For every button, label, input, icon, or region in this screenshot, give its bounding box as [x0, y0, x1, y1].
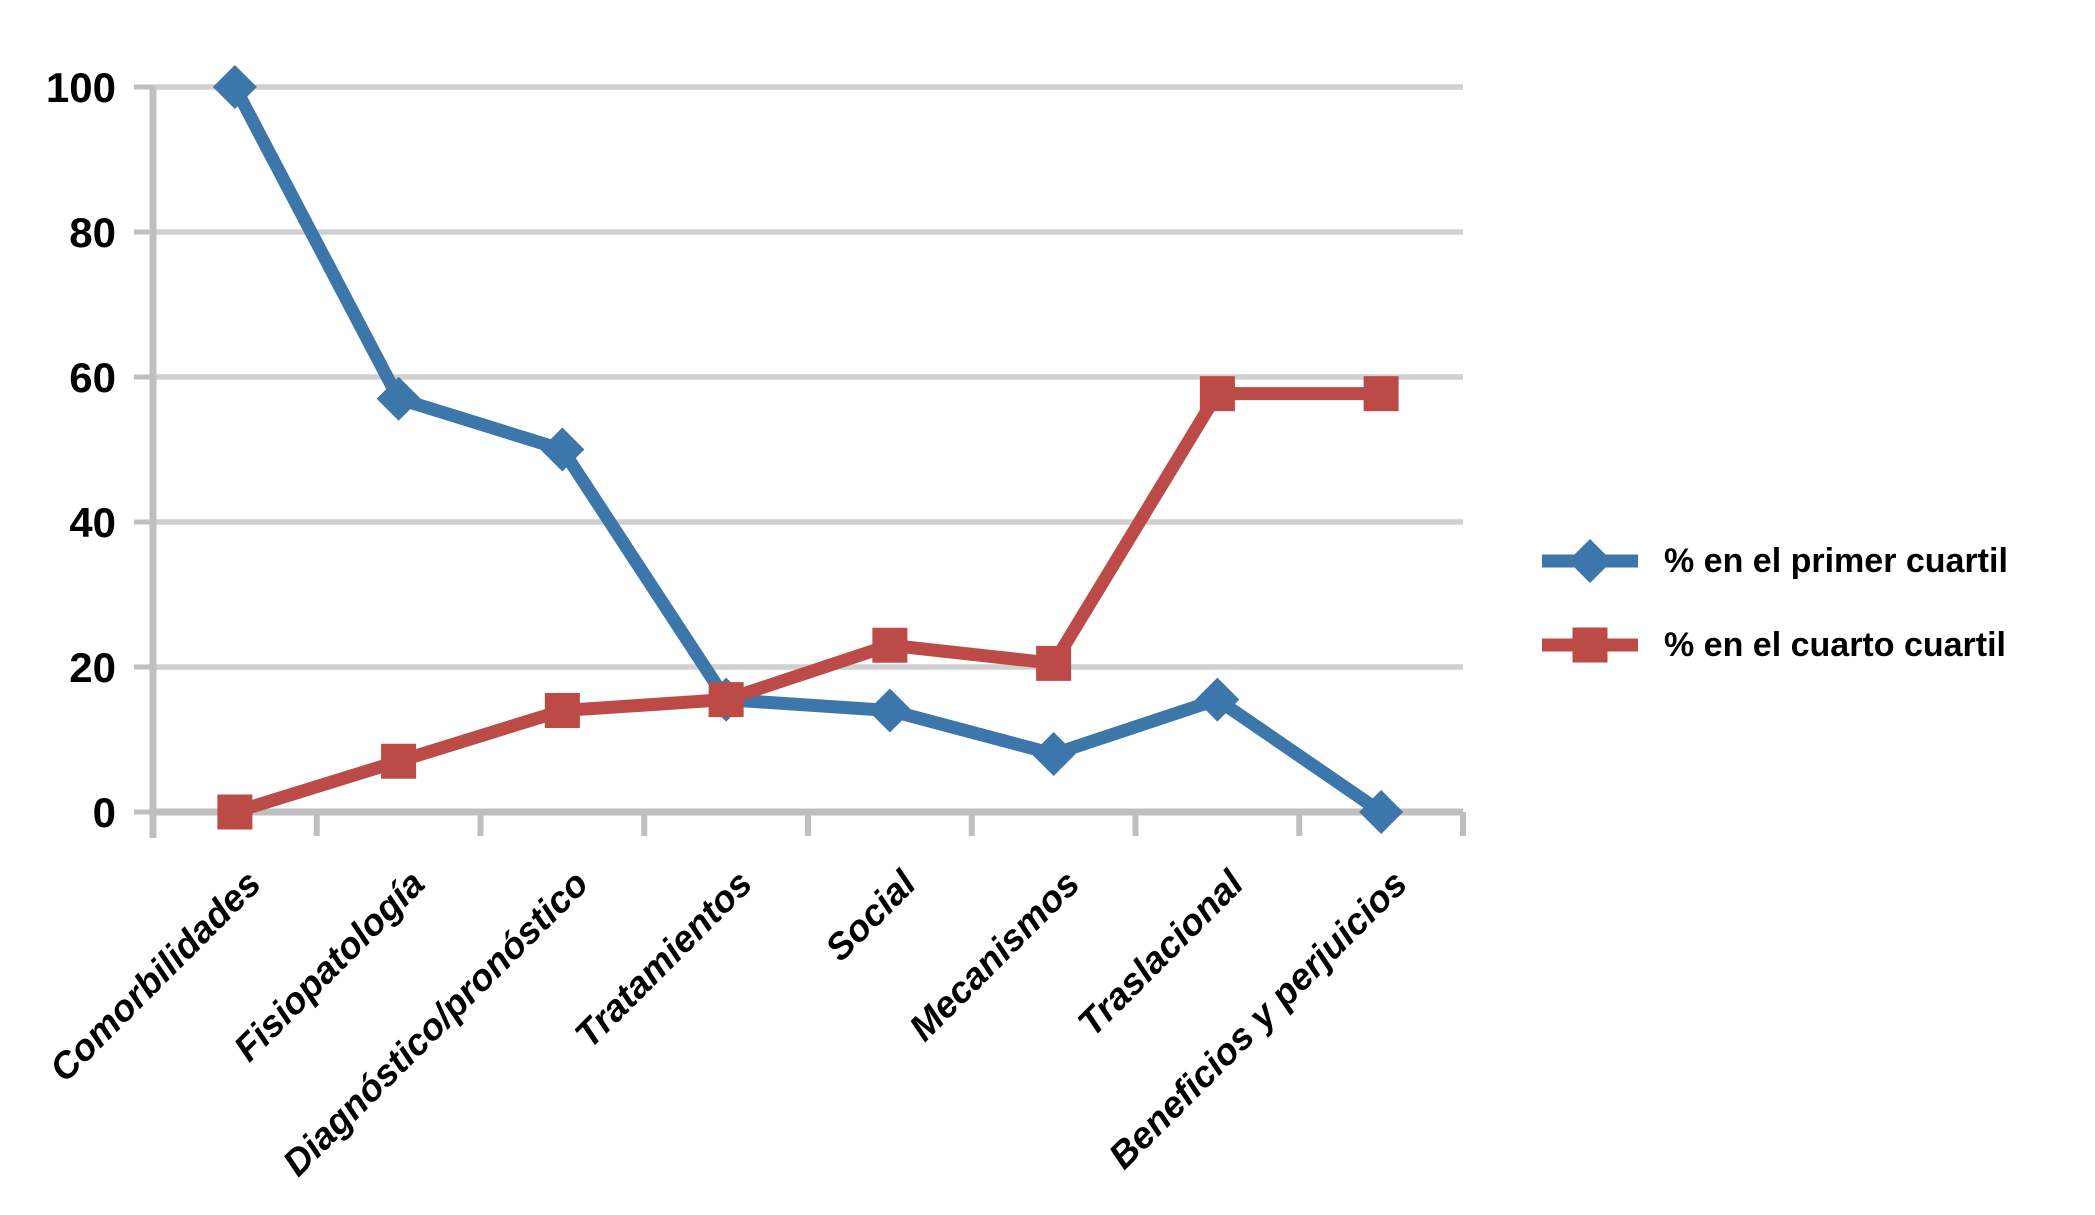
data-point-diamond — [1031, 732, 1076, 776]
data-point-square — [1036, 645, 1072, 681]
y-tick-label: 100 — [46, 64, 116, 111]
diamond-icon — [1542, 539, 1638, 583]
data-point-diamond — [1195, 677, 1240, 722]
legend-diamond — [1568, 539, 1612, 583]
legend: % en el primer cuartil % en el cuarto cu… — [1540, 528, 2008, 678]
y-tick-label: 60 — [69, 354, 116, 401]
data-point-diamond — [867, 688, 912, 733]
y-tick-label: 80 — [69, 209, 116, 256]
y-tick-label: 20 — [69, 644, 116, 691]
legend-item-cuarto-cuartil: % en el cuarto cuartil — [1540, 612, 2008, 678]
data-point-diamond — [212, 65, 257, 109]
y-tick-labels: 0 20 40 60 80 100 — [46, 64, 116, 836]
series-primer-cuartil — [212, 65, 1404, 834]
legend-item-primer-cuartil: % en el primer cuartil — [1540, 528, 2008, 594]
legend-square — [1572, 627, 1608, 663]
series-line — [229, 83, 1385, 818]
data-point-square — [217, 794, 253, 830]
data-point-square — [872, 627, 908, 663]
x-category-label: Mecanismos — [901, 863, 1087, 1049]
data-point-diamond — [376, 376, 421, 421]
legend-label-cuarto-cuartil: % en el cuarto cuartil — [1664, 625, 2006, 664]
x-category-label: Beneficios y perjuicios — [1101, 863, 1415, 1177]
data-point-square — [708, 682, 744, 718]
x-category-label: Social — [817, 862, 924, 969]
x-category-label: Diagnóstico/pronóstico — [275, 863, 596, 1184]
x-category-label: Comorbilidades — [42, 863, 269, 1090]
data-point-square — [544, 693, 580, 728]
data-point-square — [1199, 376, 1235, 412]
x-category-labels: ComorbilidadesFisiopatologíaDiagnóstico/… — [42, 862, 1415, 1184]
square-icon — [1542, 627, 1638, 663]
data-point-diamond — [540, 427, 585, 472]
y-tick-label: 40 — [69, 499, 116, 546]
data-point-square — [1363, 376, 1399, 412]
y-tick-label: 0 — [93, 789, 116, 836]
gridlines — [153, 84, 1463, 670]
series-cuarto-cuartil — [217, 376, 1399, 830]
data-point-square — [381, 743, 417, 779]
legend-label-primer-cuartil: % en el primer cuartil — [1664, 541, 2008, 580]
series-line — [232, 387, 1382, 819]
data-point-diamond — [1359, 790, 1404, 834]
axes — [134, 84, 1466, 838]
x-category-label: Traslacional — [1070, 862, 1252, 1044]
